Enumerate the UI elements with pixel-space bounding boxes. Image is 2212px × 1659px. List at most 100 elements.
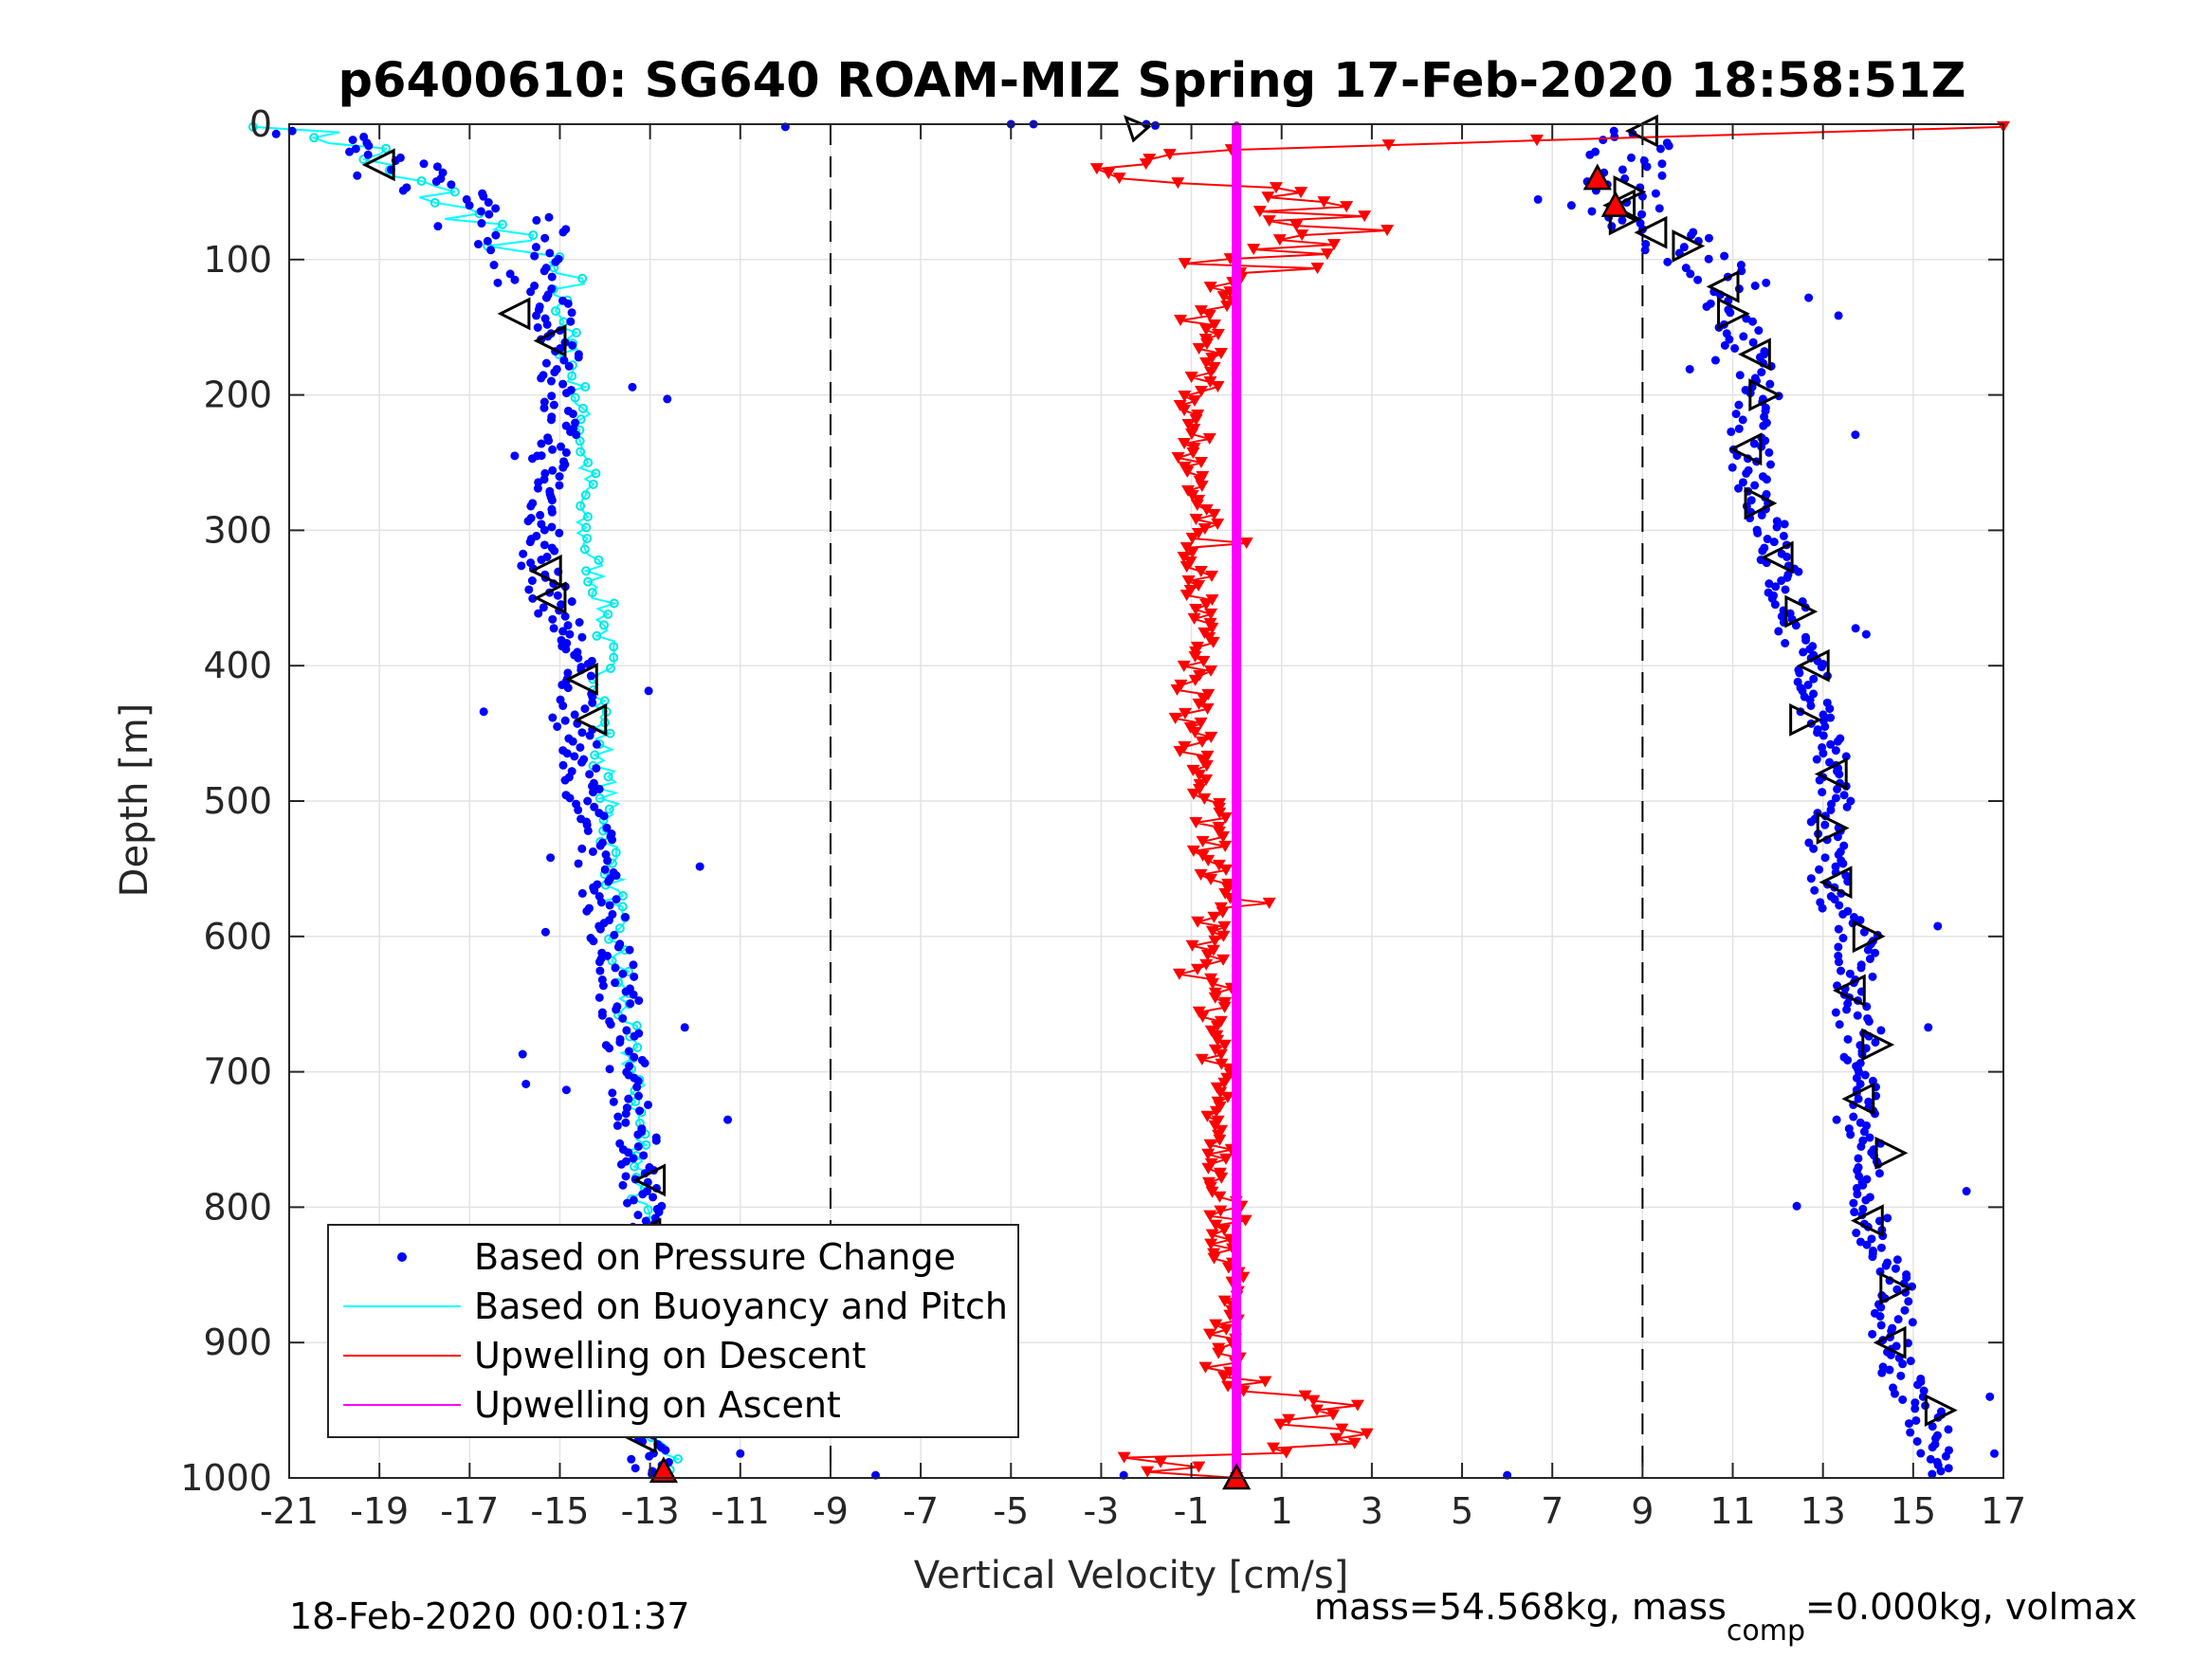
pressure-change-point bbox=[1825, 757, 1835, 767]
upwelling-descent-marker bbox=[1326, 1409, 1341, 1421]
upwelling-ascent-point bbox=[1234, 1191, 1240, 1197]
upwelling-ascent-point bbox=[1234, 980, 1240, 987]
upwelling-descent-marker bbox=[1180, 465, 1195, 478]
upwelling-ascent-point bbox=[1234, 926, 1240, 933]
highlighted-triangle-marker bbox=[1600, 191, 1630, 217]
y-tick-label: 200 bbox=[203, 374, 272, 416]
upwelling-ascent-point bbox=[1234, 648, 1240, 655]
x-tick-label: -21 bbox=[260, 1490, 319, 1532]
buoyancy-pitch-point bbox=[614, 923, 625, 934]
pressure-change-point bbox=[621, 987, 631, 996]
upwelling-descent-marker bbox=[1381, 139, 1396, 152]
upwelling-descent-marker bbox=[1194, 717, 1208, 729]
series-pressure-change bbox=[271, 119, 1999, 1480]
heading-triangle-marker bbox=[533, 324, 567, 357]
upwelling-ascent-point bbox=[1234, 378, 1240, 385]
pressure-change-point bbox=[1734, 424, 1744, 433]
buoyancy-pitch-point bbox=[617, 890, 628, 901]
buoyancy-pitch-point bbox=[603, 609, 613, 619]
pressure-change-point bbox=[1735, 371, 1745, 380]
buoyancy-pitch-point bbox=[599, 620, 610, 630]
pressure-change-point bbox=[605, 901, 614, 910]
pressure-change-point bbox=[594, 784, 604, 793]
pressure-change-point bbox=[351, 144, 360, 154]
pressure-change-point bbox=[1851, 624, 1860, 633]
pressure-change-point bbox=[563, 621, 573, 630]
pressure-change-point bbox=[533, 483, 542, 493]
pressure-change-point bbox=[1610, 132, 1619, 141]
pressure-change-point bbox=[1587, 207, 1597, 216]
highlighted-triangle-marker bbox=[649, 1456, 679, 1484]
heading-triangle-marker bbox=[1850, 1204, 1884, 1238]
buoyancy-pitch-point bbox=[570, 392, 580, 403]
pressure-change-point bbox=[1842, 1005, 1852, 1014]
buoyancy-pitch-point bbox=[309, 133, 320, 143]
upwelling-descent-marker bbox=[1204, 731, 1218, 743]
upwelling-descent-marker bbox=[1207, 911, 1221, 923]
upwelling-ascent-point bbox=[1234, 297, 1240, 303]
pressure-change-point bbox=[1747, 317, 1757, 326]
pressure-change-point bbox=[1748, 337, 1758, 347]
pressure-change-point bbox=[1792, 1201, 1801, 1211]
buoyancy-pitch-point bbox=[581, 566, 592, 576]
pressure-change-point bbox=[1885, 1365, 1894, 1375]
pressure-change-point bbox=[561, 447, 571, 457]
upwelling-ascent-point bbox=[1234, 1163, 1240, 1170]
buoyancy-pitch-point bbox=[430, 197, 440, 208]
pressure-change-point bbox=[640, 1058, 649, 1067]
pressure-change-point bbox=[548, 445, 558, 454]
pressure-change-point bbox=[1831, 793, 1840, 803]
pressure-change-point bbox=[1838, 934, 1848, 943]
upwelling-descent-marker bbox=[1266, 1442, 1280, 1454]
pressure-change-point bbox=[1731, 410, 1741, 419]
upwelling-ascent-point bbox=[1234, 1299, 1240, 1305]
upwelling-ascent-point bbox=[1234, 730, 1240, 737]
pressure-change-point bbox=[555, 481, 564, 490]
pressure-change-point bbox=[1911, 1415, 1921, 1425]
pressure-change-point bbox=[599, 811, 609, 821]
pressure-change-point bbox=[1795, 668, 1804, 678]
pressure-change-point bbox=[1815, 775, 1824, 785]
pressure-change-point bbox=[566, 317, 576, 326]
pressure-change-point bbox=[1881, 1261, 1891, 1270]
pressure-change-point bbox=[547, 507, 557, 517]
upwelling-descent-marker bbox=[1261, 191, 1275, 204]
buoyancy-pitch-point bbox=[358, 155, 369, 165]
pressure-change-point bbox=[1936, 1467, 1946, 1476]
pressure-change-point bbox=[1871, 1037, 1880, 1047]
upwelling-ascent-point bbox=[1234, 270, 1240, 277]
upwelling-descent-marker bbox=[1171, 177, 1185, 190]
pressure-change-point bbox=[550, 546, 559, 556]
pressure-change-point bbox=[625, 945, 634, 955]
upwelling-descent-marker bbox=[1238, 1214, 1252, 1227]
pressure-change-point bbox=[1834, 924, 1843, 934]
pressure-change-outlier bbox=[736, 1449, 745, 1458]
upwelling-descent-marker bbox=[1215, 1058, 1229, 1070]
upwelling-descent-marker bbox=[1199, 503, 1214, 516]
upwelling-ascent-point bbox=[1234, 1197, 1240, 1204]
pressure-change-point bbox=[1657, 159, 1667, 169]
pressure-change-point bbox=[1962, 1187, 1971, 1196]
upwelling-ascent-point bbox=[1234, 764, 1240, 771]
pressure-change-point bbox=[539, 403, 549, 412]
pressure-change-point bbox=[1834, 311, 1843, 320]
pressure-change-point bbox=[629, 960, 638, 970]
pressure-change-point bbox=[1725, 335, 1734, 344]
pressure-change-point bbox=[1868, 1252, 1877, 1262]
upwelling-descent-marker bbox=[1350, 1399, 1364, 1412]
upwelling-ascent-point bbox=[1234, 392, 1240, 398]
upwelling-descent-marker bbox=[1220, 301, 1234, 313]
upwelling-ascent-point bbox=[1234, 656, 1240, 663]
pressure-change-point bbox=[544, 212, 554, 222]
upwelling-descent-marker bbox=[1195, 736, 1209, 748]
pressure-change-point bbox=[590, 885, 599, 895]
pressure-change-point bbox=[1730, 343, 1740, 353]
pressure-change-point bbox=[1826, 805, 1836, 814]
upwelling-ascent-point bbox=[1234, 939, 1240, 946]
buoyancy-pitch-point bbox=[630, 1161, 640, 1172]
pressure-change-point bbox=[1769, 538, 1779, 547]
pressure-change-point bbox=[1734, 483, 1744, 493]
pressure-change-point bbox=[1720, 340, 1729, 350]
pressure-change-point bbox=[605, 1065, 614, 1074]
upwelling-descent-marker bbox=[1192, 698, 1206, 710]
